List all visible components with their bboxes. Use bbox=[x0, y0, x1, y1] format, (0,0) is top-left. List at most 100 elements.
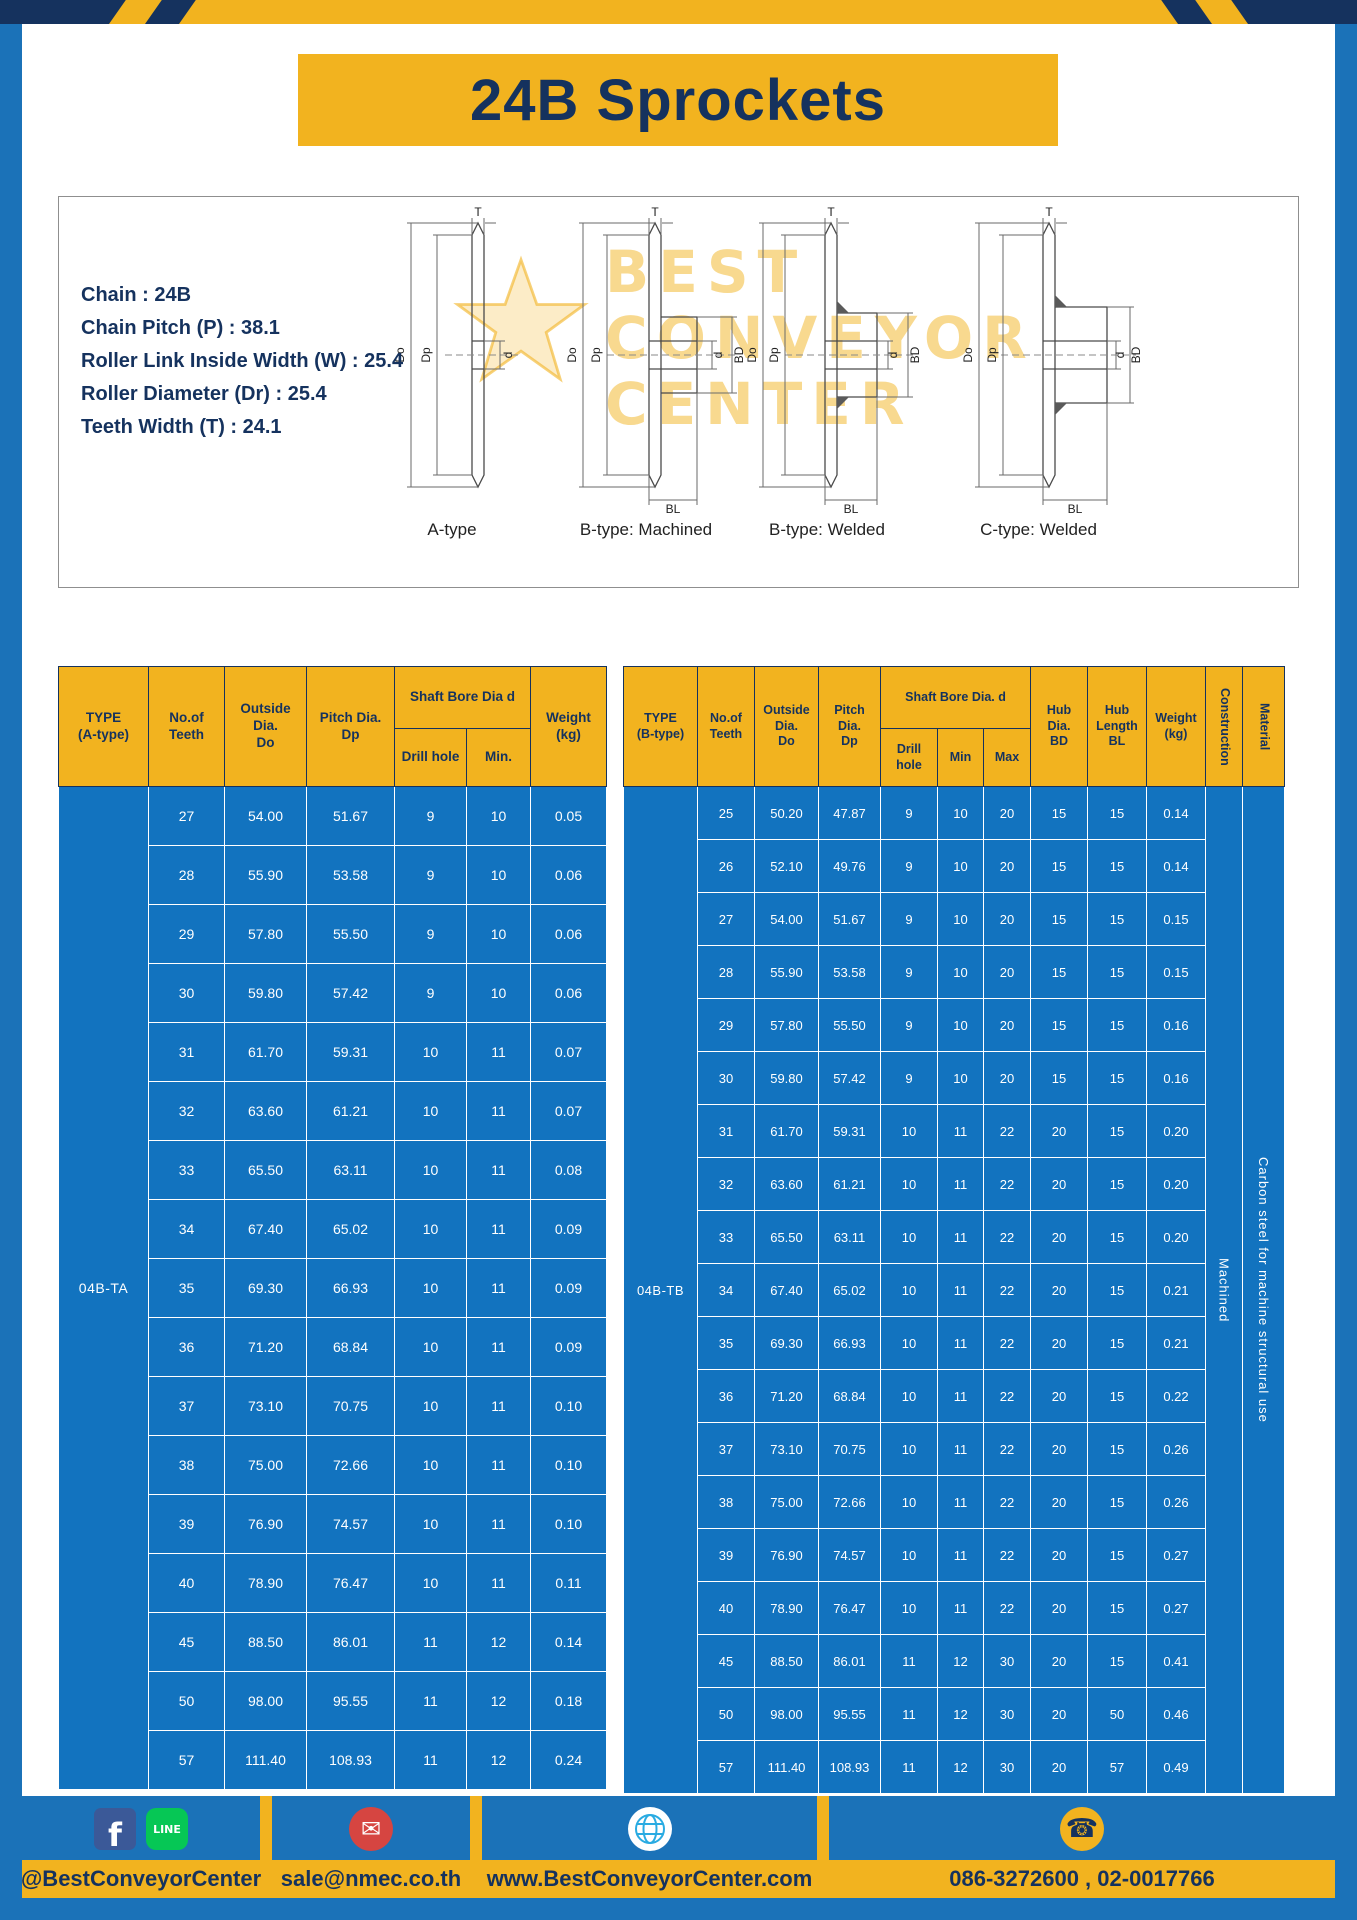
table-row: 45 88.50 86.01 11 12 30 20 15 0.41 bbox=[624, 1634, 1285, 1688]
data-cell: 11 bbox=[466, 1435, 531, 1495]
data-cell: 0.27 bbox=[1146, 1528, 1206, 1582]
table-row: 27 54.00 51.67 9 10 20 15 15 0.15 bbox=[624, 892, 1285, 946]
data-cell: 10 bbox=[880, 1157, 938, 1211]
data-cell: 10 bbox=[880, 1369, 938, 1423]
data-cell: 0.16 bbox=[1146, 998, 1206, 1052]
data-cell: 10 bbox=[937, 786, 984, 840]
data-cell: 15 bbox=[1030, 1051, 1088, 1105]
email-icon[interactable]: ✉ bbox=[349, 1807, 393, 1851]
spec-line: Chain Pitch (P) : 38.1 bbox=[81, 317, 280, 339]
data-cell: 20 bbox=[1030, 1104, 1088, 1158]
spec-line: Chain : 24B bbox=[81, 284, 192, 306]
data-cell: 12 bbox=[937, 1634, 984, 1688]
data-cell: 15 bbox=[1087, 1475, 1147, 1529]
data-cell: 111.40 bbox=[754, 1740, 819, 1794]
dim-label-t: T bbox=[1045, 205, 1053, 219]
data-cell: 67.40 bbox=[754, 1263, 819, 1317]
col-header-max: Max bbox=[983, 728, 1031, 787]
data-cell: 0.14 bbox=[530, 1612, 607, 1672]
type-label-cell: 04B-TB bbox=[623, 786, 698, 1794]
table-b-body: 04B-TB 25 50.20 47.87 9 10 20 15 15 0.14 Machined C… bbox=[623, 786, 1285, 1794]
data-cell: 28 bbox=[697, 945, 755, 999]
data-cell: 36 bbox=[697, 1369, 755, 1423]
data-cell: 11 bbox=[466, 1022, 531, 1082]
table-row: 35 69.30 66.93 10 11 22 20 15 0.21 bbox=[624, 1316, 1285, 1370]
line-icon[interactable]: LINE bbox=[146, 1808, 188, 1850]
top-decorative-stripe bbox=[0, 0, 1357, 24]
diagram-caption: B-type: Machined bbox=[579, 520, 713, 539]
footer-separator bbox=[260, 1796, 272, 1898]
globe-icon[interactable] bbox=[627, 1807, 672, 1851]
data-cell: 31 bbox=[148, 1022, 225, 1082]
data-cell: 11 bbox=[466, 1081, 531, 1141]
data-cell: 12 bbox=[466, 1671, 531, 1731]
email-address[interactable]: sale@nmec.co.th bbox=[280, 1866, 462, 1891]
footer-social-section: f LINE @BestConveyorCenter bbox=[20, 1796, 262, 1898]
footer-contact-bar: f LINE @BestConveyorCenter ✉ sale@nmec.c… bbox=[20, 1796, 1335, 1898]
facebook-icon[interactable]: f bbox=[94, 1808, 136, 1850]
diagram-caption: C-type: Welded bbox=[980, 520, 1097, 539]
data-cell: 45 bbox=[148, 1612, 225, 1672]
data-cell: 15 bbox=[1087, 1528, 1147, 1582]
data-cell: 65.50 bbox=[224, 1140, 307, 1200]
data-cell: 15 bbox=[1087, 945, 1147, 999]
data-cell: 50 bbox=[1087, 1687, 1147, 1741]
phone-numbers[interactable]: 086-3272600 , 02-0017766 bbox=[949, 1866, 1215, 1891]
website-url[interactable]: www.BestConveyorCenter.com bbox=[486, 1866, 813, 1891]
data-cell: 22 bbox=[983, 1581, 1031, 1635]
data-cell: 9 bbox=[880, 839, 938, 893]
data-cell: 11 bbox=[466, 1258, 531, 1318]
data-cell: 70.75 bbox=[306, 1376, 395, 1436]
diagram-caption: A-type bbox=[427, 520, 477, 539]
data-cell: 9 bbox=[880, 998, 938, 1052]
data-cell: 75.00 bbox=[224, 1435, 307, 1495]
data-cell: 11 bbox=[937, 1369, 984, 1423]
phone-icon[interactable]: ☎ bbox=[1060, 1807, 1104, 1851]
spec-line: Teeth Width (T) : 24.1 bbox=[81, 416, 282, 438]
data-cell: 20 bbox=[1030, 1740, 1088, 1794]
data-cell: 20 bbox=[1030, 1422, 1088, 1476]
data-cell: 20 bbox=[1030, 1263, 1088, 1317]
data-cell: 39 bbox=[148, 1494, 225, 1554]
data-cell: 61.70 bbox=[224, 1022, 307, 1082]
col-header-min: Min. bbox=[466, 728, 531, 787]
footer-website-section: www.BestConveyorCenter.com bbox=[482, 1796, 817, 1898]
data-cell: 15 bbox=[1087, 1157, 1147, 1211]
dim-label-d: d bbox=[501, 352, 515, 359]
data-cell: 0.20 bbox=[1146, 1104, 1206, 1158]
table-row: 29 57.80 55.50 9 10 20 15 15 0.16 bbox=[624, 998, 1285, 1052]
data-cell: 69.30 bbox=[754, 1316, 819, 1370]
data-cell: 20 bbox=[983, 1051, 1031, 1105]
data-cell: 35 bbox=[148, 1258, 225, 1318]
data-cell: 55.50 bbox=[818, 998, 881, 1052]
table-row: 38 75.00 72.66 10 11 0.10 bbox=[59, 1435, 607, 1495]
data-cell: 10 bbox=[880, 1528, 938, 1582]
table-row: 33 65.50 63.11 10 11 0.08 bbox=[59, 1140, 607, 1200]
data-cell: 15 bbox=[1087, 1104, 1147, 1158]
data-cell: 12 bbox=[466, 1730, 531, 1790]
table-row: 36 71.20 68.84 10 11 0.09 bbox=[59, 1317, 607, 1377]
data-cell: 10 bbox=[394, 1553, 467, 1613]
data-cell: 11 bbox=[937, 1422, 984, 1476]
data-cell: 59.31 bbox=[818, 1104, 881, 1158]
data-cell: 15 bbox=[1087, 998, 1147, 1052]
data-cell: 12 bbox=[466, 1612, 531, 1672]
data-cell: 0.24 bbox=[530, 1730, 607, 1790]
data-cell: 25 bbox=[697, 786, 755, 840]
data-cell: 11 bbox=[937, 1528, 984, 1582]
data-cell: 59.31 bbox=[306, 1022, 395, 1082]
data-cell: 12 bbox=[937, 1687, 984, 1741]
data-cell: 29 bbox=[697, 998, 755, 1052]
data-cell: 30 bbox=[148, 963, 225, 1023]
table-row: 34 67.40 65.02 10 11 22 20 15 0.21 bbox=[624, 1263, 1285, 1317]
data-cell: 61.21 bbox=[306, 1081, 395, 1141]
col-header-outside-dia: Outside Dia. Do bbox=[754, 666, 819, 787]
data-cell: 78.90 bbox=[754, 1581, 819, 1635]
page-body: 24B Sprockets BEST CONVEYOR CENTER Chain… bbox=[22, 24, 1335, 1796]
data-cell: 54.00 bbox=[754, 892, 819, 946]
data-cell: 0.16 bbox=[1146, 1051, 1206, 1105]
data-cell: 88.50 bbox=[754, 1634, 819, 1688]
data-cell: 86.01 bbox=[306, 1612, 395, 1672]
social-handle[interactable]: @BestConveyorCenter bbox=[20, 1866, 262, 1891]
